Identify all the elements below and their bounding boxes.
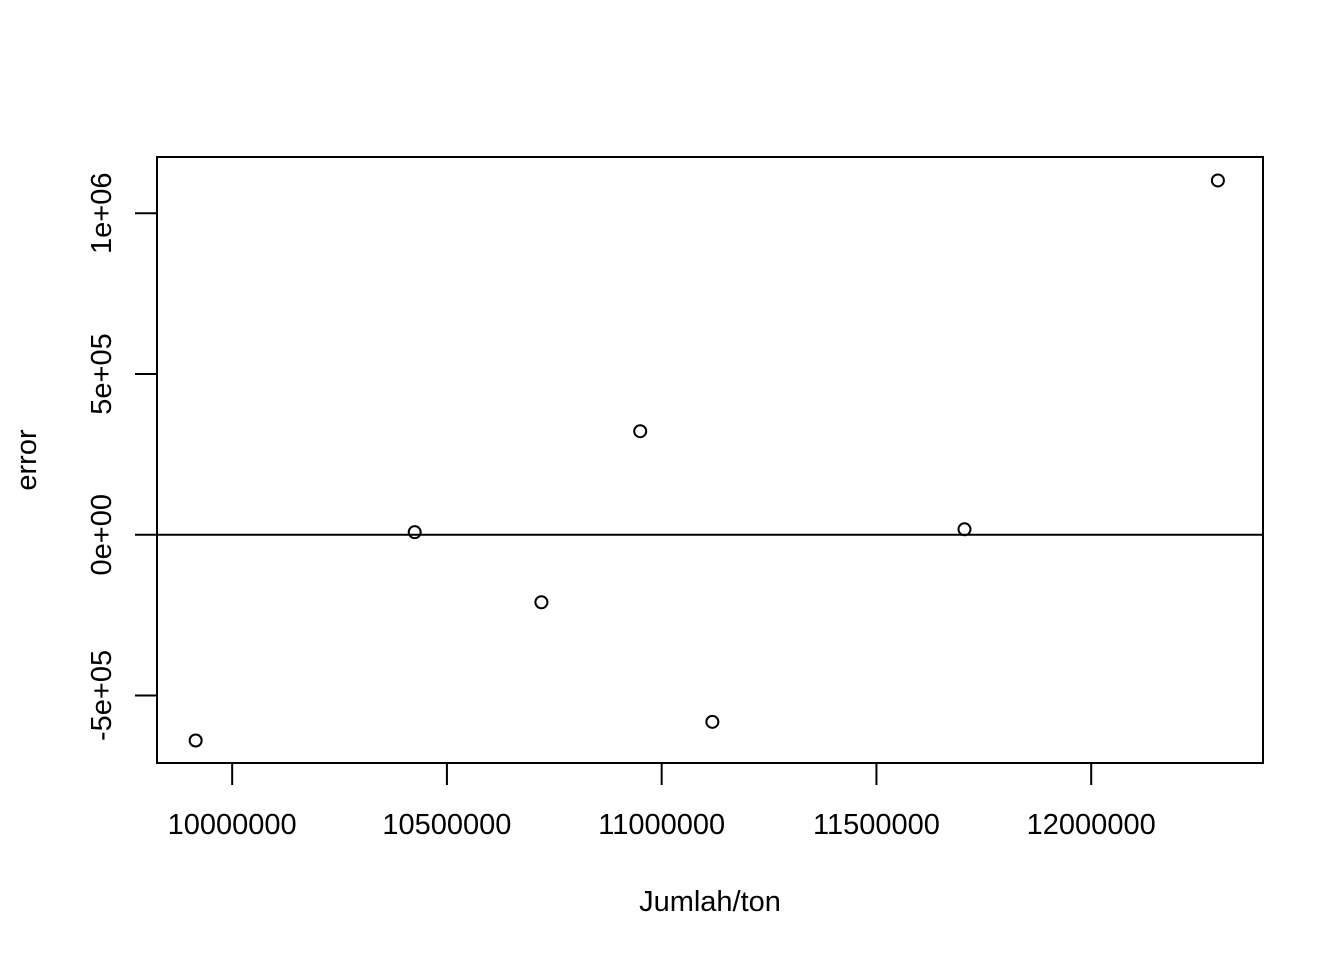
x-tick-label: 10000000 xyxy=(168,809,297,841)
x-axis-label: Jumlah/ton xyxy=(639,886,781,918)
y-tick-label: 5e+05 xyxy=(86,333,118,414)
x-axis: 10000000 10500000 11000000 11500000 12000000 xyxy=(168,762,1156,841)
data-point xyxy=(1210,173,1225,188)
x-tick-label: 11500000 xyxy=(813,809,940,841)
data-point xyxy=(705,714,720,729)
plot-frame xyxy=(156,156,1264,764)
y-axis: -5e+05 0e+00 5e+05 1e+06 xyxy=(86,173,158,741)
y-tick-label: 1e+06 xyxy=(86,173,118,254)
data-point xyxy=(534,595,549,610)
x-tick-label: 11000000 xyxy=(598,809,725,841)
y-axis-label: error xyxy=(11,429,43,491)
data-point xyxy=(407,525,422,540)
x-tick-label: 10500000 xyxy=(382,809,511,841)
data-point xyxy=(188,733,203,748)
y-tick-label: 0e+00 xyxy=(86,494,118,575)
data-point xyxy=(957,522,972,537)
x-tick-label: 12000000 xyxy=(1027,809,1156,841)
data-points xyxy=(188,173,1225,748)
data-point xyxy=(633,424,648,439)
y-tick-label: -5e+05 xyxy=(86,650,118,741)
